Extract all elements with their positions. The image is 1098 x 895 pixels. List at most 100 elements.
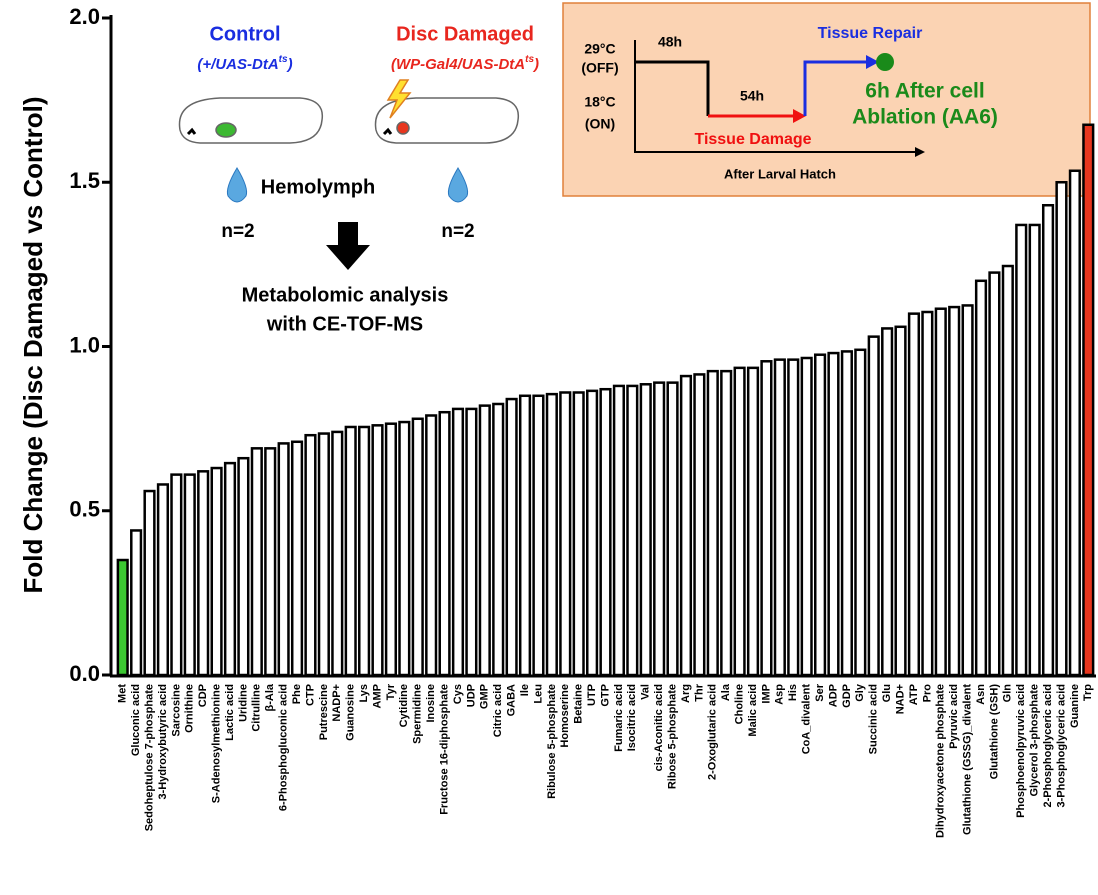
bar	[359, 427, 369, 675]
x-tick-label: Ribose 5-phosphate	[666, 684, 678, 789]
bar	[225, 463, 235, 675]
bar	[332, 432, 342, 675]
x-tick-label: ATP	[908, 684, 920, 705]
control-label: Control	[209, 23, 280, 45]
bar	[574, 392, 584, 675]
bar	[695, 374, 705, 675]
control-genotype: (+/UAS-DtAts)	[197, 54, 292, 73]
bar	[1016, 225, 1026, 675]
bar	[1083, 125, 1093, 675]
x-tick-label: Succinic acid	[868, 684, 880, 754]
bar	[641, 384, 651, 675]
x-tick-label: UTP	[586, 684, 598, 706]
x-tick-label: 3-Hydroxybutyric acid	[157, 684, 169, 800]
bar	[400, 422, 410, 675]
bar	[869, 337, 879, 675]
bar	[239, 458, 249, 675]
bar	[748, 368, 758, 675]
bar	[185, 475, 195, 675]
y-tick-label: 0.5	[69, 497, 100, 522]
x-tick-label: Fructose 16-diphosphate	[438, 684, 450, 815]
x-tick-label: Ala	[720, 683, 732, 701]
bar	[1043, 205, 1053, 675]
bar	[279, 443, 289, 675]
x-tick-label: Thr	[693, 683, 705, 701]
arrow	[326, 222, 370, 270]
x-tick-label: S-Adenosylmethionine	[210, 684, 222, 803]
x-tick-label: Glu	[881, 684, 893, 702]
bar	[855, 350, 865, 675]
x-tick-label: Guanine	[1069, 684, 1081, 728]
bar	[963, 305, 973, 675]
duration: 48h	[658, 34, 682, 50]
x-tick-label: Ile	[519, 684, 531, 696]
genotype: (+/UAS-DtA	[197, 56, 278, 73]
x-tick-label: Ser	[814, 683, 826, 701]
bar	[976, 281, 986, 675]
bar	[708, 371, 718, 675]
bar	[413, 419, 423, 675]
x-tick-label: Val	[640, 684, 652, 700]
x-tick-label: UDP	[465, 684, 477, 707]
bar	[520, 396, 530, 675]
bar	[842, 351, 852, 675]
x-tick-label: Asn	[975, 684, 987, 705]
x-tick-label: Glutathione (GSSG)_divalent	[962, 684, 974, 835]
x-tick-label: Glycerol 3-phosphate	[1029, 684, 1041, 796]
bar	[453, 409, 463, 675]
x-tick-label: Citrulline	[251, 684, 263, 732]
bar	[493, 404, 503, 675]
bar	[426, 415, 436, 675]
damaged-genotype: (WP-Gal4/UAS-DtAts)	[391, 54, 539, 73]
x-tick-label: 3-Phosphoglyceric acid	[1055, 684, 1067, 807]
bar	[775, 360, 785, 675]
x-tick-label: Uridine	[237, 684, 249, 722]
bar	[587, 391, 597, 675]
x-tick-label: 6-Phosphogluconic acid	[278, 684, 290, 811]
x-tick-label: Putrescine	[318, 684, 330, 740]
bar	[131, 530, 141, 675]
result: Ablation (AA6)	[852, 106, 998, 129]
x-tick-label: Asp	[774, 684, 786, 705]
bar	[668, 383, 678, 675]
bar	[815, 355, 825, 675]
paren: )	[286, 56, 293, 73]
hemolymph: Hemolymph	[261, 176, 375, 198]
x-tick-label: Isocitric acid	[626, 684, 638, 751]
bar	[802, 358, 812, 675]
x-tick-label: Malic acid	[747, 684, 759, 737]
x-tick-label: Leu	[532, 684, 544, 704]
x-tick-label: CDP	[197, 684, 209, 707]
bar	[560, 392, 570, 675]
bar	[882, 328, 892, 675]
x-tick-label: Ornithine	[184, 684, 196, 733]
x-tick-label: Ribulose 5-phosphate	[546, 684, 558, 799]
x-tick-label: Fumaric acid	[613, 684, 625, 752]
x-tick-label: Lys	[358, 684, 370, 703]
x-tick-label: GABA	[506, 684, 518, 716]
x-tick-label: 2-Oxoglutaric acid	[707, 684, 719, 780]
timeline-axis: After Larval Hatch	[724, 166, 836, 181]
bar	[480, 406, 490, 675]
x-tick-label: Gln	[1002, 684, 1014, 703]
bar	[614, 386, 624, 675]
bar	[507, 399, 517, 675]
x-tick-label: IMP	[760, 684, 772, 704]
x-tick-label: Trp	[1082, 684, 1094, 701]
bar	[949, 307, 959, 675]
x-tick-label: Citric acid	[492, 684, 504, 737]
x-tick-label: Betaine	[573, 684, 585, 724]
analysis: Metabolomic analysis	[242, 284, 449, 306]
bar	[654, 383, 664, 675]
bar	[762, 361, 772, 675]
bar	[990, 273, 1000, 675]
x-tick-label: Glutathione (GSH)	[988, 684, 1000, 780]
repair: Tissue Repair	[818, 25, 923, 42]
x-tick-label: His	[787, 684, 799, 701]
chart: Fold Change (Disc Damaged vs Control) Co…	[0, 0, 1098, 895]
bar	[158, 484, 168, 675]
bar	[1030, 225, 1040, 675]
bar	[212, 468, 222, 675]
x-tick-label: β-Ala	[264, 683, 276, 711]
x-tick-label: Homoserine	[559, 684, 571, 748]
